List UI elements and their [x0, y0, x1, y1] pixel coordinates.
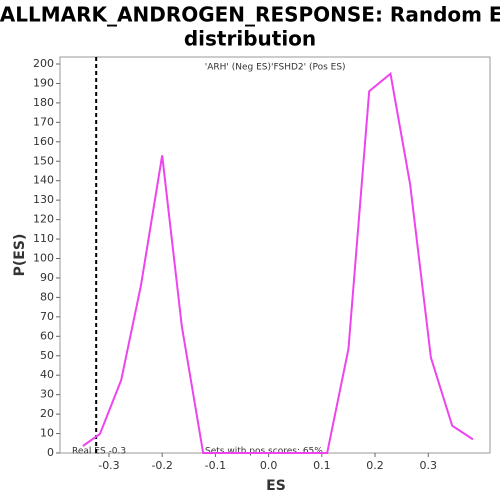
y-tick-label: 60 [40, 329, 54, 342]
x-tick-label: 0.1 [313, 459, 331, 472]
y-tick-label: 170 [33, 115, 54, 128]
y-tick-label: 20 [40, 407, 54, 420]
y-tick-label: 100 [33, 252, 54, 265]
y-tick-label: 50 [40, 349, 54, 362]
y-tick-label: 80 [40, 290, 54, 303]
x-tick-label: -0.1 [205, 459, 226, 472]
x-tick-label: -0.3 [98, 459, 119, 472]
y-tick-label: 40 [40, 368, 54, 381]
y-tick-label: 160 [33, 135, 54, 148]
x-axis-label: ES [266, 478, 286, 494]
legend-neg: 'ARH' (Neg ES) [205, 63, 271, 73]
chart-title: HALLMARK_ANDROGEN_RESPONSE: Random ES [0, 3, 500, 27]
y-axis-label: P(ES) [12, 234, 28, 277]
y-tick-label: 130 [33, 193, 54, 206]
pos-scores-label: Sets with pos scores: 65% [205, 447, 323, 457]
x-tick-label: -0.2 [151, 459, 172, 472]
line-series [82, 71, 474, 454]
y-tick-label: 200 [33, 57, 54, 70]
y-tick-label: 0 [47, 446, 54, 459]
y-tick-label: 110 [33, 232, 54, 245]
x-tick-label: 0.3 [420, 459, 438, 472]
y-tick-label: 30 [40, 388, 54, 401]
y-tick-label: 140 [33, 174, 54, 187]
y-tick-label: 120 [33, 213, 54, 226]
y-tick-label: 150 [33, 154, 54, 167]
chart-title: distribution [184, 27, 316, 51]
legend-pos: 'FSHD2' (Pos ES) [271, 63, 346, 73]
y-tick-label: 10 [40, 427, 54, 440]
plot-area [59, 56, 491, 454]
x-tick-label: 0.0 [260, 459, 278, 472]
y-tick-label: 70 [40, 310, 54, 323]
real-es-label: Real ES -0.3 [72, 447, 126, 457]
y-tick-label: 90 [40, 271, 54, 284]
y-tick-label: 180 [33, 96, 54, 109]
x-tick-label: 0.2 [366, 459, 384, 472]
y-tick-label: 190 [33, 76, 54, 89]
